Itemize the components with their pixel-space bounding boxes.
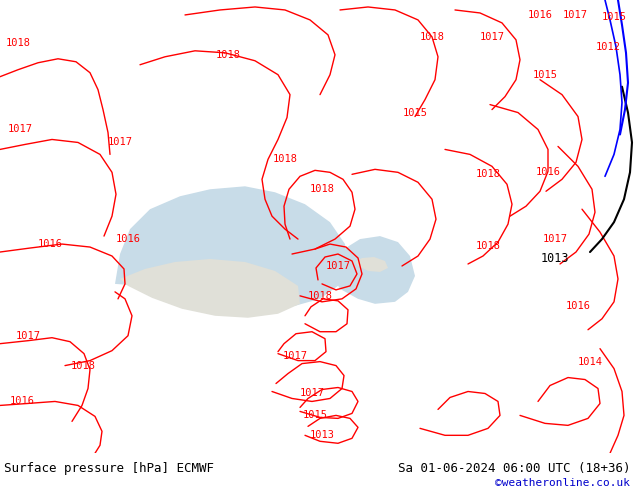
Text: 1017: 1017	[15, 331, 41, 341]
Text: 1013: 1013	[309, 430, 335, 441]
Text: 1018: 1018	[476, 170, 500, 179]
Polygon shape	[334, 236, 415, 304]
Text: 1016: 1016	[536, 167, 560, 177]
Text: 1017: 1017	[325, 261, 351, 271]
Polygon shape	[115, 186, 348, 309]
Text: 1012: 1012	[595, 42, 621, 52]
Text: 1017: 1017	[562, 10, 588, 20]
Text: 1018: 1018	[476, 241, 500, 251]
Text: 1016: 1016	[115, 234, 141, 244]
Text: 1016: 1016	[527, 10, 552, 20]
Text: 1014: 1014	[578, 357, 602, 367]
Polygon shape	[120, 259, 300, 318]
Text: Surface pressure [hPa] ECMWF: Surface pressure [hPa] ECMWF	[4, 462, 214, 475]
Text: 1016: 1016	[566, 301, 590, 311]
Text: 1017: 1017	[283, 351, 307, 361]
Text: 1018: 1018	[309, 184, 335, 194]
Text: 1017: 1017	[108, 138, 133, 147]
Text: 1017: 1017	[543, 234, 567, 244]
Text: 1018: 1018	[420, 32, 444, 42]
Text: 1017: 1017	[8, 124, 32, 134]
Text: 1015: 1015	[403, 108, 427, 118]
Polygon shape	[355, 257, 388, 272]
Text: Sa 01-06-2024 06:00 UTC (18+36): Sa 01-06-2024 06:00 UTC (18+36)	[398, 462, 630, 475]
Text: 1013: 1013	[541, 252, 569, 266]
Text: 1016: 1016	[10, 396, 34, 406]
Text: 1015: 1015	[302, 411, 328, 420]
Text: 1018: 1018	[273, 154, 297, 164]
Text: 1018: 1018	[307, 291, 332, 301]
Text: 1015: 1015	[602, 12, 626, 22]
Text: 1017: 1017	[299, 389, 325, 398]
Text: 1018: 1018	[6, 38, 30, 48]
Text: ©weatheronline.co.uk: ©weatheronline.co.uk	[495, 478, 630, 488]
Text: 1018: 1018	[216, 50, 240, 60]
Text: 1016: 1016	[37, 239, 63, 249]
Text: 1018: 1018	[70, 361, 96, 370]
Text: 1017: 1017	[479, 32, 505, 42]
Text: 1015: 1015	[533, 70, 557, 80]
